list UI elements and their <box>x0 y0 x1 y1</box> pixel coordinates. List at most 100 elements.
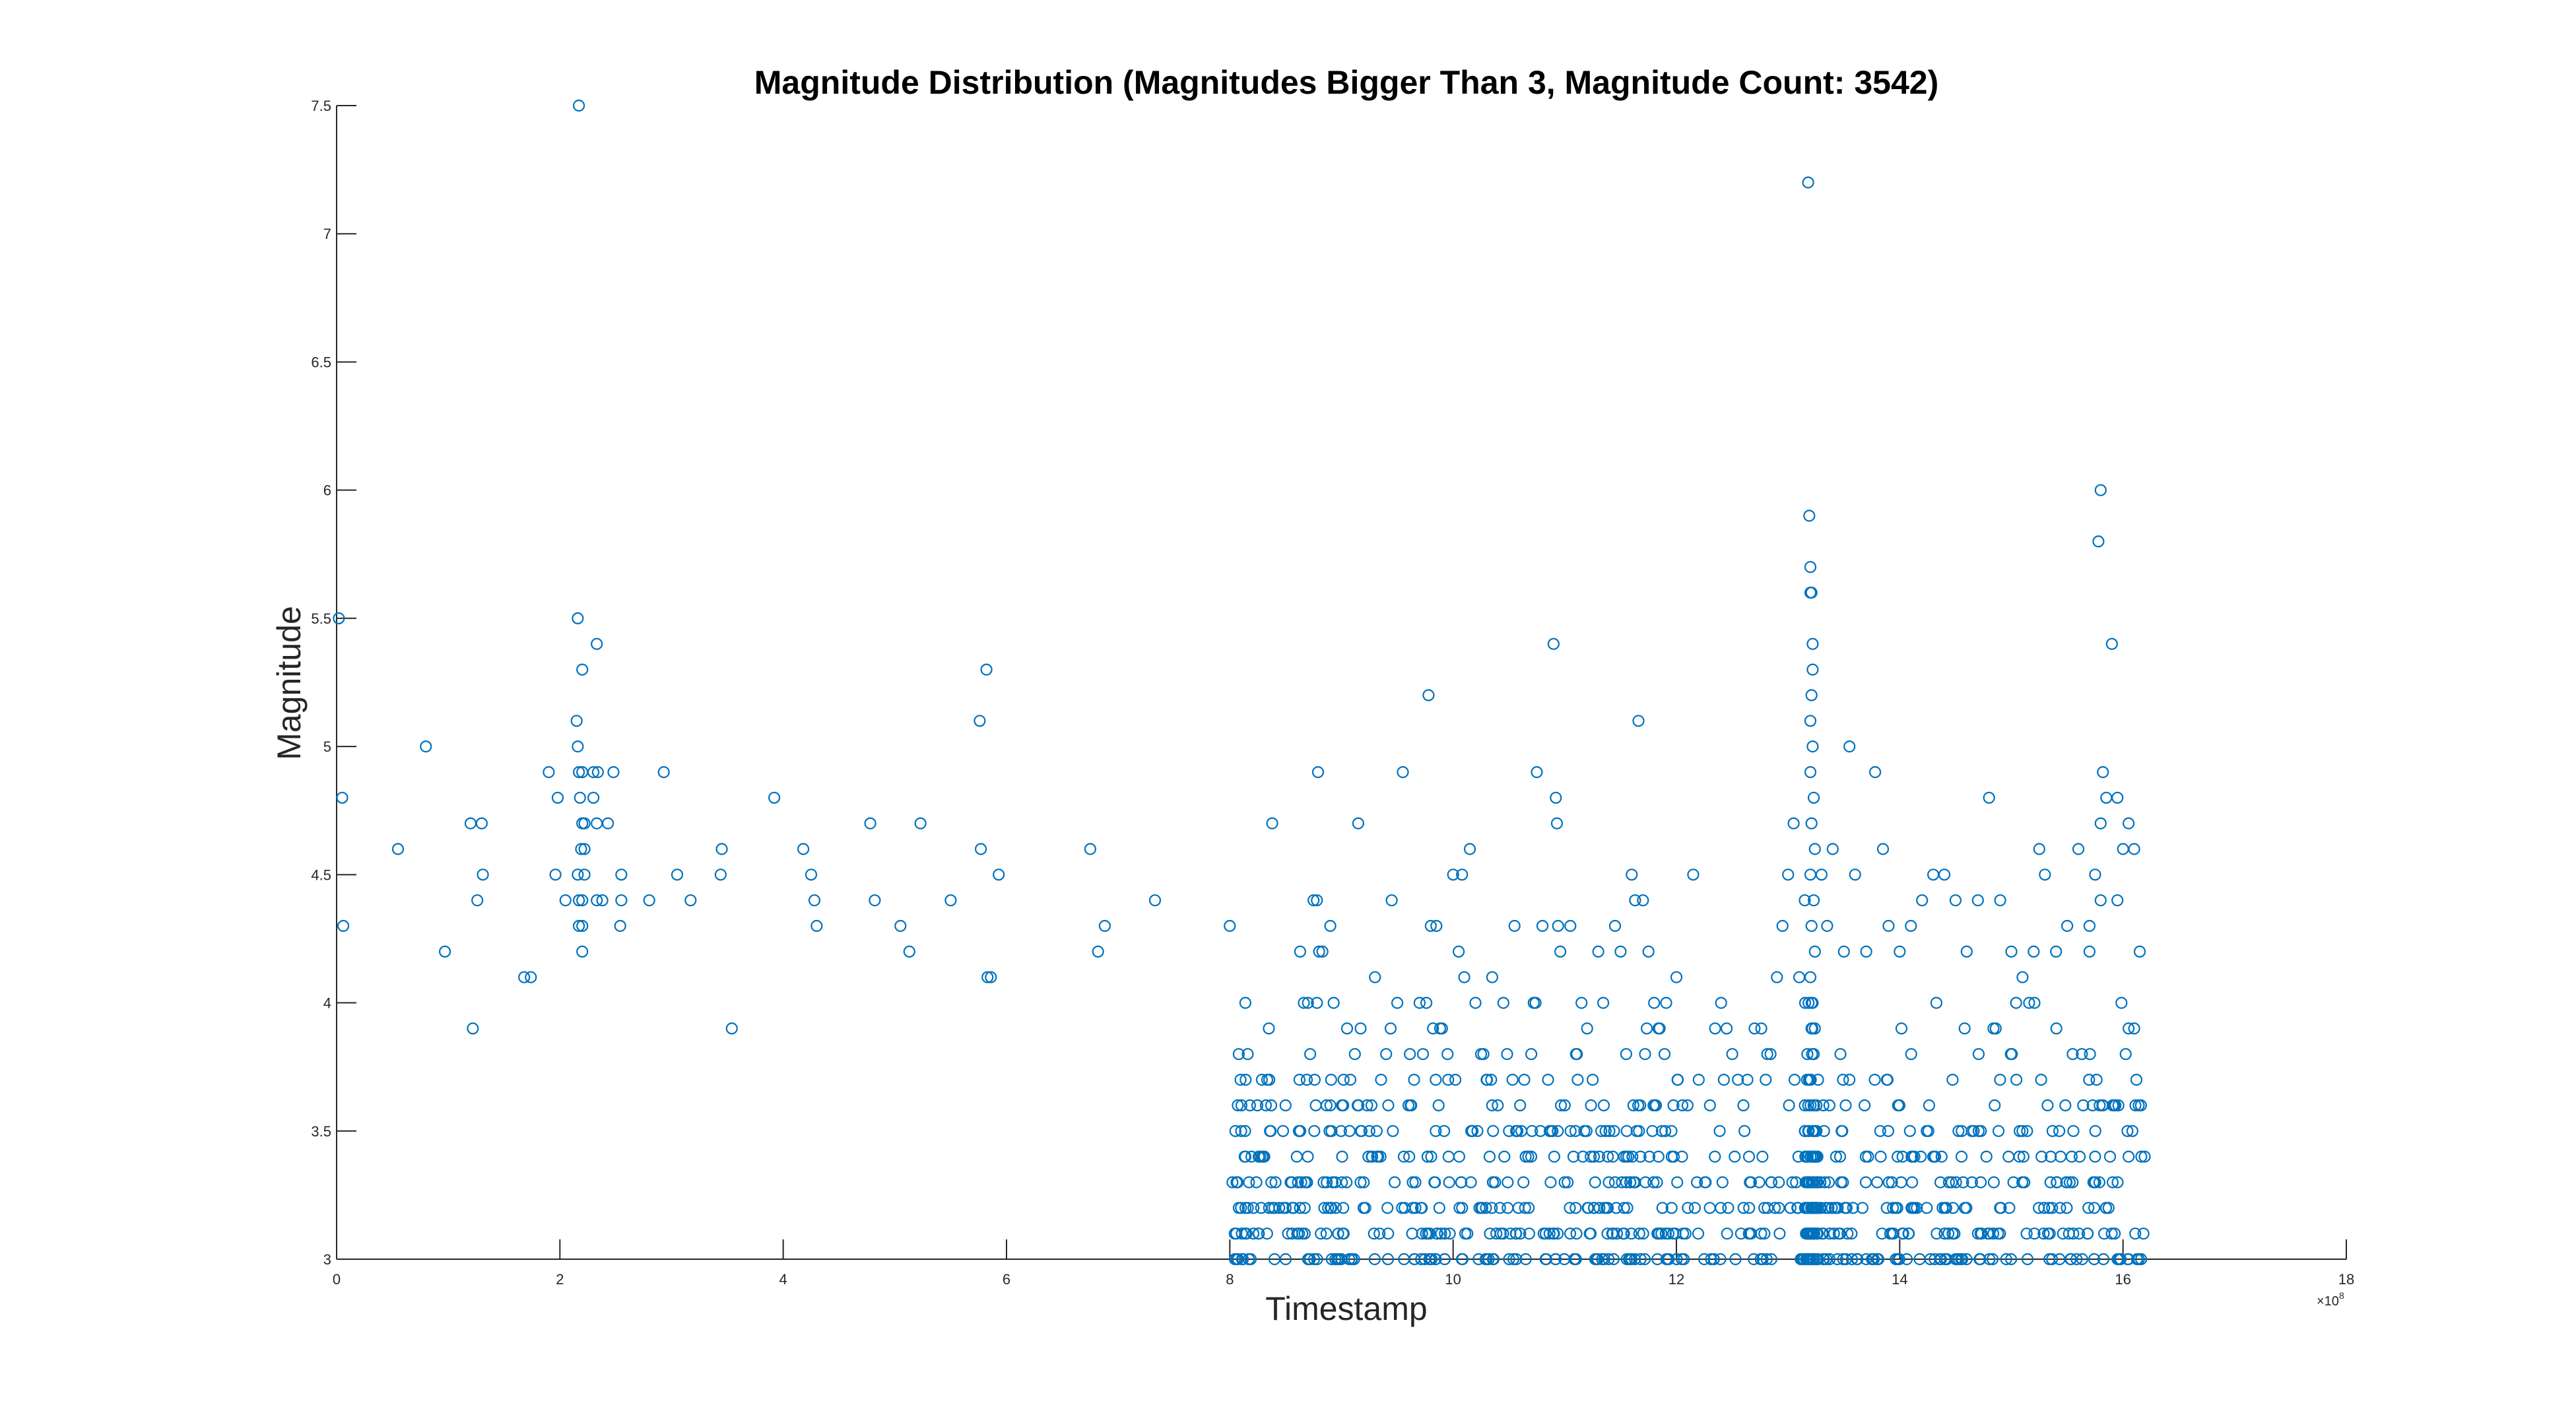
data-point <box>2035 1150 2048 1163</box>
data-point <box>1802 176 1814 189</box>
data-points <box>333 99 2151 1266</box>
data-point <box>1583 1228 1596 1240</box>
data-point <box>1949 894 1962 907</box>
data-point <box>797 843 810 855</box>
data-point <box>1266 817 1278 830</box>
data-point <box>1337 1228 1349 1240</box>
data-point <box>1802 1125 1814 1137</box>
data-point <box>1266 1202 1278 1214</box>
data-point <box>1860 1253 1872 1266</box>
data-point <box>1806 1022 1819 1035</box>
data-point <box>1316 945 1329 958</box>
data-point <box>1929 1150 1941 1163</box>
data-point <box>2035 1073 2047 1086</box>
data-point <box>1872 1253 1885 1266</box>
data-point <box>1501 1048 1513 1061</box>
data-point <box>914 817 927 830</box>
data-point <box>1742 1150 1756 1163</box>
data-point <box>1808 894 1820 907</box>
data-point <box>808 894 821 907</box>
data-point <box>572 868 584 881</box>
data-point <box>1567 1150 1580 1163</box>
data-point <box>1373 1228 1386 1240</box>
data-point <box>1762 1202 1774 1214</box>
data-point <box>1480 1202 1492 1214</box>
data-point <box>1543 1228 1556 1240</box>
data-point <box>1370 1125 1383 1137</box>
data-point <box>2076 1048 2088 1061</box>
data-point <box>2053 1125 2066 1137</box>
data-point <box>2117 843 2129 855</box>
data-point <box>1098 919 1111 933</box>
data-point <box>1570 1228 1583 1240</box>
data-point <box>2113 1253 2125 1266</box>
data-point <box>1542 1073 1554 1086</box>
data-point <box>1804 715 1817 727</box>
data-point <box>333 612 345 625</box>
data-point <box>2020 1228 2033 1240</box>
data-point <box>591 894 603 907</box>
data-point <box>1773 1228 1786 1240</box>
data-point <box>1822 1202 1835 1214</box>
data-point <box>1760 1253 1773 1266</box>
data-point <box>1721 1228 1733 1240</box>
data-point <box>1318 1202 1331 1214</box>
data-point <box>2063 1176 2076 1189</box>
data-point <box>1808 791 1820 804</box>
data-point <box>1717 1073 1730 1086</box>
data-point <box>1823 1099 1835 1112</box>
data-point <box>1593 1150 1606 1163</box>
data-point <box>1804 586 1817 599</box>
data-point <box>1300 1073 1313 1086</box>
data-point <box>1449 1073 1462 1086</box>
data-point <box>1958 1202 1971 1214</box>
data-point <box>1773 1202 1785 1214</box>
data-point <box>2070 1253 2083 1266</box>
data-point <box>1806 638 1819 650</box>
data-point <box>1601 1228 1614 1240</box>
data-point <box>1602 1176 1615 1189</box>
data-point <box>1465 1176 1477 1189</box>
data-point <box>1235 1202 1247 1214</box>
data-point <box>572 740 584 753</box>
data-point <box>1492 1099 1504 1112</box>
data-point <box>572 766 585 779</box>
data-point <box>1805 817 1818 830</box>
data-point <box>1806 1048 1818 1061</box>
data-point <box>2054 1202 2066 1214</box>
data-point <box>1232 1048 1245 1061</box>
data-point <box>591 766 605 779</box>
y-tick-group: 3 3.5 4 4.5 5 5.5 6 6.5 7 7.5 <box>311 98 356 1268</box>
data-point <box>1732 1073 1744 1086</box>
data-point <box>1439 1228 1451 1240</box>
data-point <box>1648 997 1661 1009</box>
data-point <box>1534 1125 1547 1137</box>
x-tick-label: 6 <box>1003 1271 1010 1288</box>
data-point <box>2082 1202 2095 1214</box>
data-point <box>1699 1176 1711 1189</box>
data-point <box>1519 1253 1532 1266</box>
data-point <box>1453 1150 1465 1163</box>
data-point <box>1756 1253 1769 1266</box>
data-point <box>1336 1176 1348 1189</box>
data-point <box>1585 1099 1597 1112</box>
data-point <box>2067 1125 2080 1137</box>
data-point <box>1380 1048 1393 1061</box>
data-point <box>1361 1099 1373 1112</box>
data-point <box>1792 1150 1804 1163</box>
data-point <box>2064 1253 2077 1266</box>
data-point <box>1834 1048 1847 1061</box>
data-point <box>1236 1228 1248 1240</box>
data-point <box>1859 1176 1872 1189</box>
data-point <box>2089 868 2101 881</box>
data-point <box>2043 1253 2056 1266</box>
data-point <box>1510 1228 1523 1240</box>
data-point <box>2123 817 2135 830</box>
data-point <box>1564 1125 1577 1137</box>
data-point <box>1529 997 1542 1009</box>
data-point <box>2002 1150 2015 1163</box>
data-point <box>1362 1150 1375 1163</box>
data-point <box>1302 1150 1314 1163</box>
data-point <box>2109 1228 2121 1240</box>
data-point <box>2088 1202 2101 1214</box>
